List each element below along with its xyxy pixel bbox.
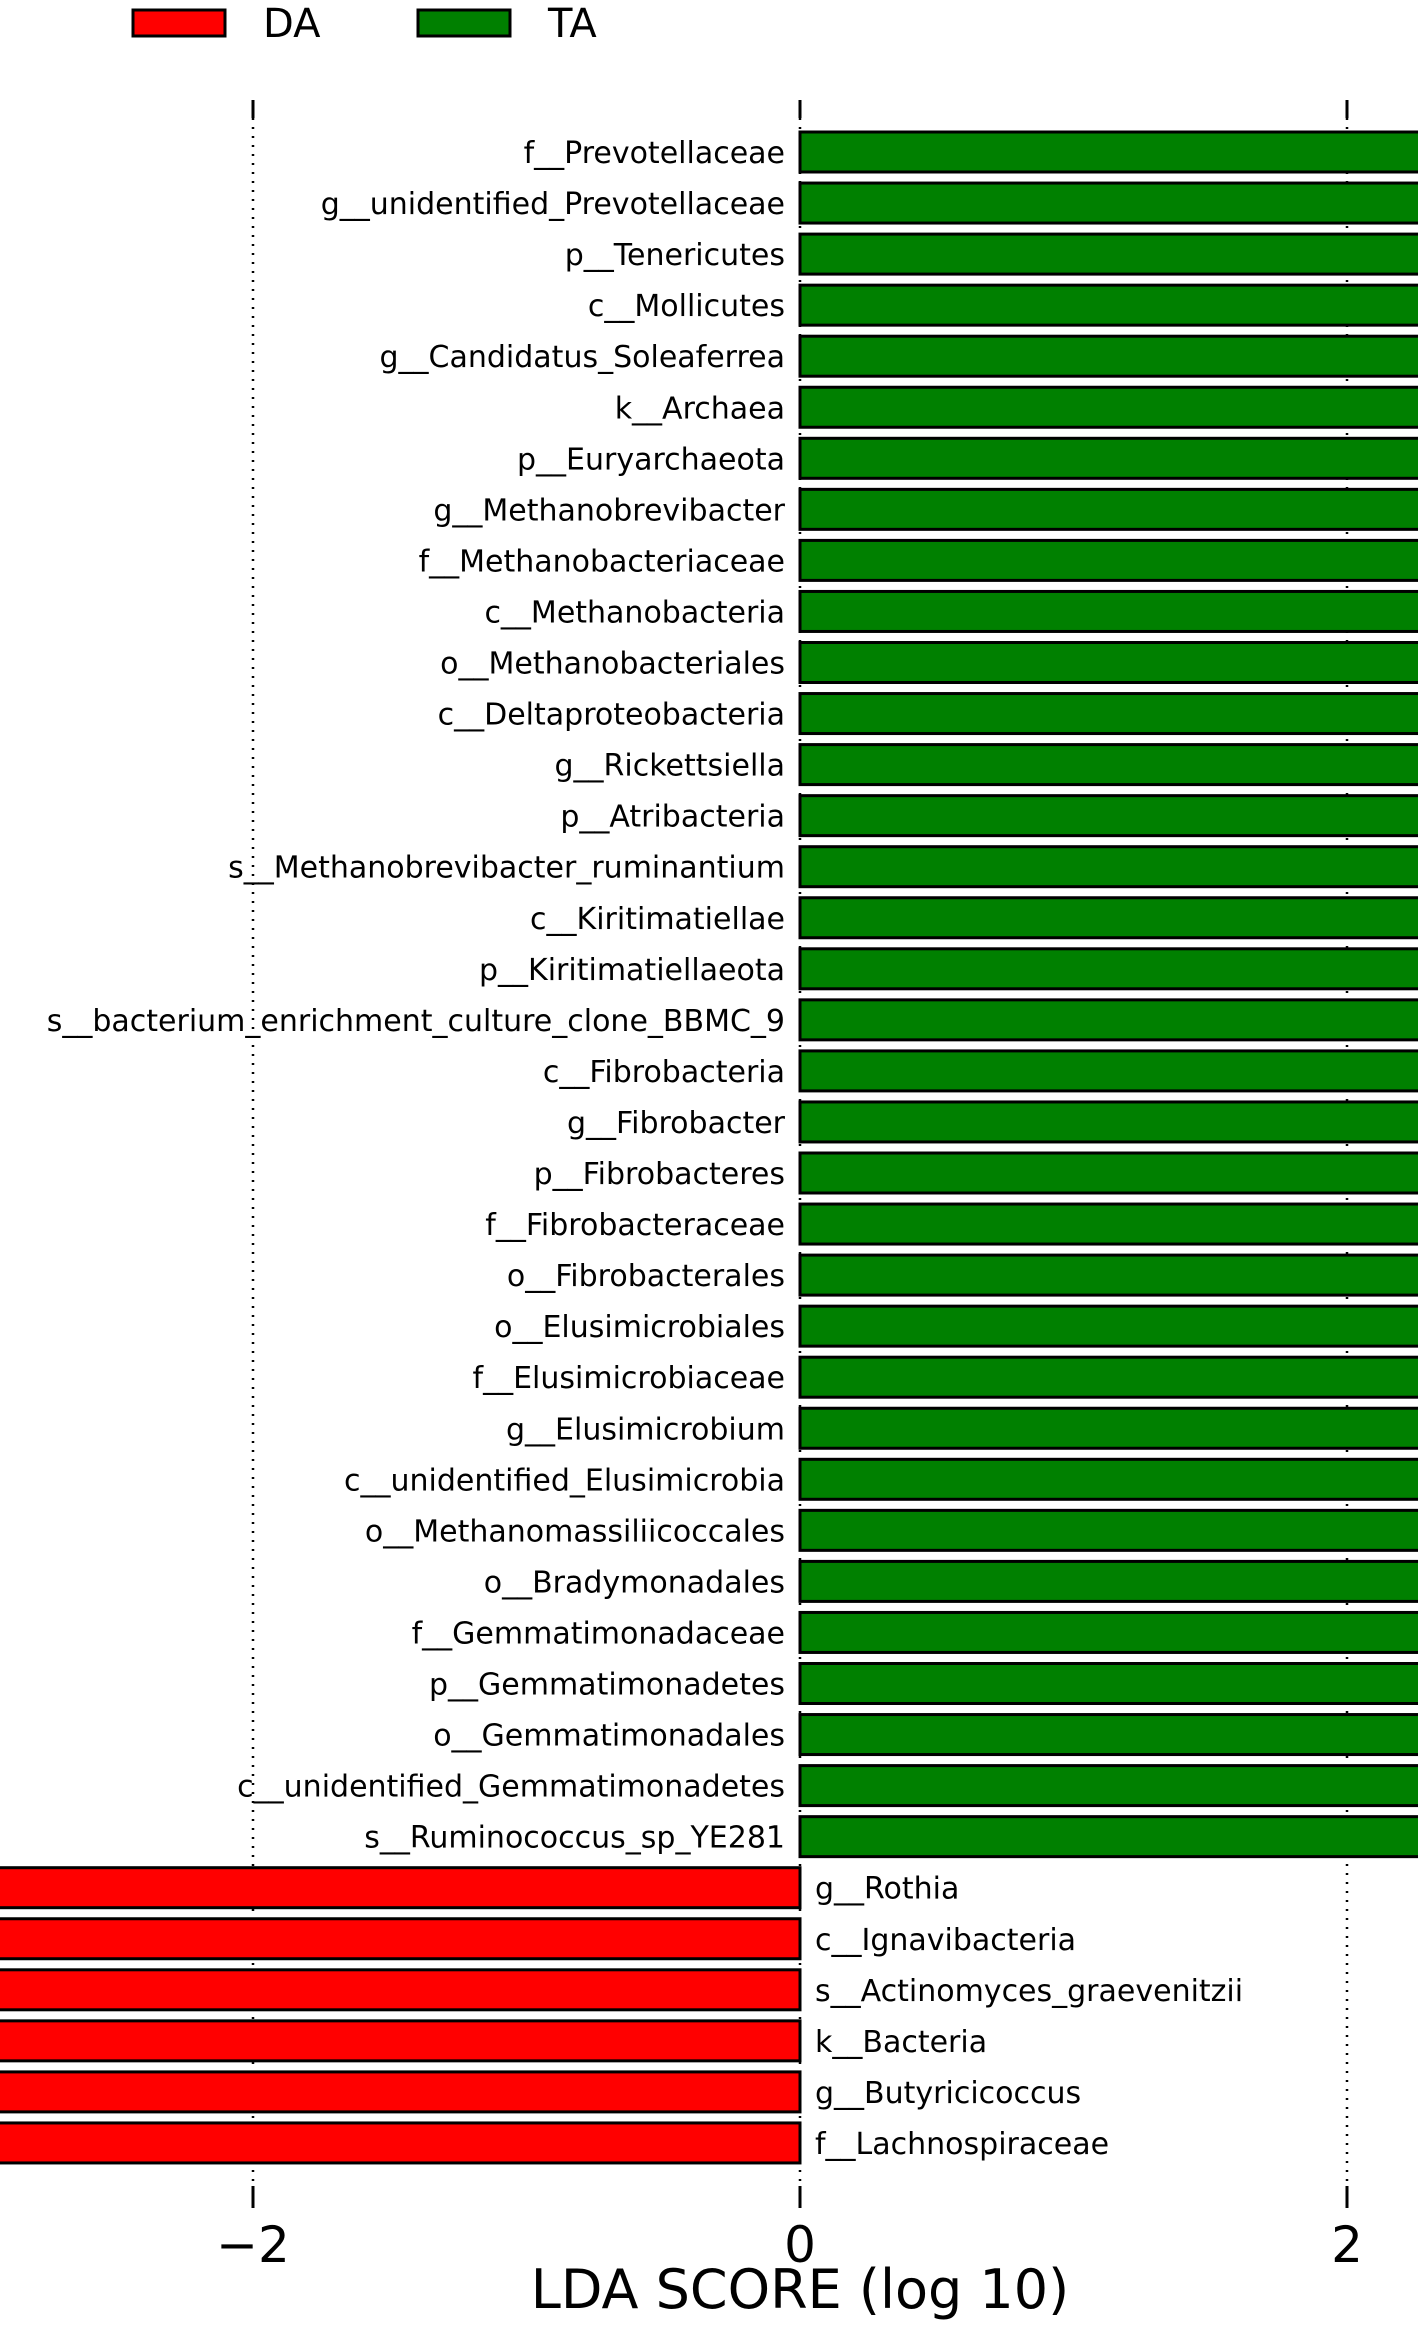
- bar-label: p__Kiritimatiellaeota: [479, 953, 785, 988]
- bar-f-prevotellaceae: [798, 130, 1418, 174]
- bar-s-methanobrevibacter-ruminantium: [798, 845, 1418, 889]
- bar-label: o__Elusimicrobiales: [494, 1310, 785, 1345]
- bar-label: c__Deltaproteobacteria: [438, 698, 785, 733]
- bar-label: o__Gemmatimonadales: [433, 1719, 785, 1754]
- bar-label: g__Butyricicoccus: [815, 2076, 1081, 2111]
- bar-g-unidentified-prevotellaceae: [798, 181, 1418, 225]
- grid-lines: [251, 100, 1349, 2204]
- bar-p-atribacteria: [798, 794, 1418, 838]
- bar-label: f__Prevotellaceae: [524, 136, 785, 171]
- bar-g-elusimicrobium: [798, 1406, 1418, 1450]
- bar-c-mollicutes: [798, 283, 1418, 327]
- bar-o-elusimicrobiales: [798, 1304, 1418, 1348]
- bar-c-ignavibacteria: [0, 1917, 802, 1961]
- x-tick-label: 0: [784, 2216, 816, 2274]
- bar-label: k__Archaea: [615, 391, 785, 426]
- bar-label: c__Kiritimatiellae: [530, 902, 785, 937]
- bar-label: c__unidentified_Gemmatimonadetes: [237, 1770, 785, 1805]
- bar-label: f__Lachnospiraceae: [815, 2127, 1109, 2162]
- legend: DA TA: [131, 1, 597, 47]
- bar-label: o__Fibrobacterales: [507, 1259, 785, 1294]
- bar-s-bacterium-enrichment-culture-clone-bbmc-9: [798, 998, 1418, 1042]
- bar-o-fibrobacterales: [798, 1253, 1418, 1297]
- bar-o-gemmatimonadales: [798, 1713, 1418, 1757]
- bar-label: s__Methanobrevibacter_ruminantium: [228, 851, 785, 886]
- bar-g-rothia: [0, 1866, 802, 1910]
- bar-label: g__Rickettsiella: [555, 749, 785, 784]
- bar-c-deltaproteobacteria: [798, 692, 1418, 736]
- bar-label: c__Fibrobacteria: [543, 1055, 785, 1090]
- bar-k-archaea: [798, 385, 1418, 429]
- bar-label: f__Methanobacteriaceae: [419, 544, 785, 579]
- bar-f-fibrobacteraceae: [798, 1202, 1418, 1246]
- bar-p-gemmatimonadetes: [798, 1662, 1418, 1705]
- bar-label: c__unidentified_Elusimicrobia: [344, 1463, 785, 1498]
- x-tick-label: −2: [216, 2216, 290, 2274]
- bar-label: g__Candidatus_Soleaferrea: [379, 340, 785, 375]
- legend-swatch-ta: [416, 8, 512, 38]
- bar-p-kiritimatiellaeota: [798, 947, 1418, 991]
- bar-g-methanobrevibacter: [798, 487, 1418, 531]
- bar-labels: f__Prevotellaceae g__unidentified_Prevote…: [47, 136, 1243, 2162]
- bar-c-unidentified-elusimicrobia: [798, 1457, 1418, 1501]
- bar-c-unidentified-gemmatimonadetes: [798, 1764, 1418, 1808]
- bar-f-gemmatimonadaceae: [798, 1610, 1418, 1654]
- bar-f-elusimicrobiaceae: [798, 1355, 1418, 1399]
- bar-label: g__Elusimicrobium: [506, 1412, 785, 1447]
- legend-label-da: DA: [263, 1, 321, 47]
- bar-label: s__Ruminococcus_sp_YE281: [364, 1821, 785, 1856]
- bar-label: o__Methanomassiliicoccales: [365, 1514, 785, 1549]
- x-axis: −4−2024: [216, 2186, 1363, 2274]
- bar-f-lachnospiraceae: [0, 2121, 802, 2165]
- bar-p-tenericutes: [798, 232, 1418, 276]
- bar-label: s__bacterium_enrichment_culture_clone_BB…: [47, 1004, 785, 1039]
- bar-o-bradymonadales: [798, 1559, 1418, 1603]
- bar-label: g__Methanobrevibacter: [433, 493, 785, 528]
- bar-label: p__Fibrobacteres: [534, 1157, 785, 1192]
- bar-label: o__Bradymonadales: [484, 1565, 785, 1600]
- bar-g-candidatus-soleaferrea: [798, 334, 1418, 378]
- x-tick-label: 2: [1331, 2216, 1363, 2274]
- bar-c-methanobacteria: [798, 589, 1418, 633]
- bar-label: c__Mollicutes: [588, 289, 785, 324]
- bar-label: g__unidentified_Prevotellaceae: [321, 187, 785, 222]
- bar-label: k__Bacteria: [815, 2025, 987, 2060]
- bar-label: g__Rothia: [815, 1872, 959, 1907]
- bar-g-rickettsiella: [798, 743, 1418, 787]
- bar-o-methanomassiliicoccales: [798, 1508, 1418, 1552]
- bar-label: c__Ignavibacteria: [815, 1923, 1076, 1958]
- bar-label: f__Fibrobacteraceae: [485, 1208, 785, 1243]
- bar-label: p__Gemmatimonadetes: [429, 1668, 785, 1703]
- bar-label: p__Euryarchaeota: [517, 442, 785, 477]
- bar-label: f__Elusimicrobiaceae: [473, 1361, 785, 1396]
- legend-swatch-da: [131, 8, 227, 38]
- legend-label-ta: TA: [547, 1, 597, 47]
- bar-f-methanobacteriaceae: [798, 538, 1418, 582]
- bar-label: p__Atribacteria: [560, 800, 785, 835]
- bar-c-fibrobacteria: [798, 1049, 1418, 1093]
- bar-c-kiritimatiellae: [798, 896, 1418, 940]
- bar-k-bacteria: [0, 2019, 802, 2063]
- bar-o-methanobacteriales: [798, 641, 1418, 684]
- x-axis-title: LDA SCORE (log 10): [531, 2258, 1069, 2321]
- bar-label: s__Actinomyces_graevenitzii: [815, 1974, 1243, 2009]
- bar-label: g__Fibrobacter: [567, 1106, 786, 1141]
- bar-label: c__Methanobacteria: [484, 595, 785, 630]
- bar-label: p__Tenericutes: [565, 238, 785, 273]
- bar-s-ruminococcus-sp-ye281: [798, 1815, 1418, 1859]
- bar-s-actinomyces-graevenitzii: [0, 1968, 802, 2012]
- bar-p-fibrobacteres: [798, 1151, 1418, 1195]
- bar-g-fibrobacter: [798, 1100, 1418, 1144]
- bar-g-butyricicoccus: [0, 2070, 802, 2114]
- bar-label: f__Gemmatimonadaceae: [412, 1616, 785, 1651]
- bar-p-euryarchaeota: [798, 436, 1418, 480]
- bar-label: o__Methanobacteriales: [440, 647, 785, 682]
- bars: [0, 130, 1418, 2165]
